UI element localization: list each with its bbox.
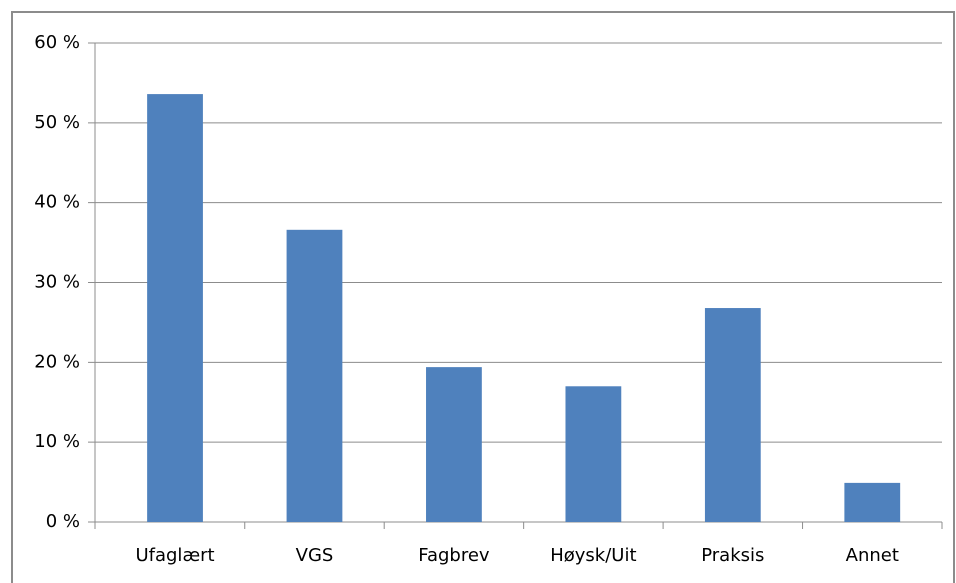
y-tick-label: 20 % <box>34 351 80 372</box>
y-tick-label: 0 % <box>46 511 80 532</box>
x-tick-label: Praksis <box>701 545 764 566</box>
y-tick-label: 30 % <box>34 272 80 293</box>
y-tick-label: 40 % <box>34 192 80 213</box>
chart-border <box>11 11 955 583</box>
y-tick-label: 50 % <box>34 112 80 133</box>
x-tick-label: VGS <box>296 545 334 566</box>
bar <box>565 386 622 522</box>
x-tick-label: Annet <box>846 545 899 566</box>
bar <box>426 367 482 522</box>
y-tick-label: 60 % <box>34 32 80 53</box>
x-tick-label: Fagbrev <box>418 545 490 566</box>
bar <box>704 308 761 522</box>
bar <box>844 482 901 522</box>
bar <box>147 94 203 523</box>
bar <box>286 229 343 522</box>
x-tick-label: Ufaglært <box>135 545 214 566</box>
x-tick-label: Høysk/Uit <box>550 545 636 566</box>
y-tick-label: 10 % <box>34 431 80 452</box>
